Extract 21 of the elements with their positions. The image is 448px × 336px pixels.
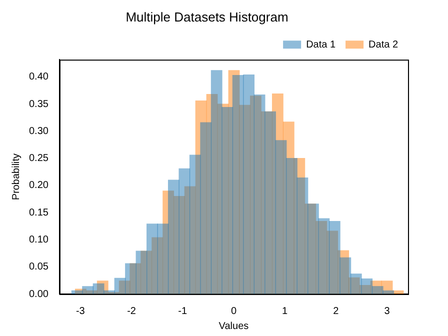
y-tick-label: 0.00 xyxy=(28,288,49,300)
x-tick-label: 3 xyxy=(384,306,390,317)
y-tick-label: 0.05 xyxy=(28,262,49,273)
y-tick-label: 0.35 xyxy=(28,98,49,110)
x-tick-label: -3 xyxy=(76,306,86,317)
x-tick-label: 2 xyxy=(333,306,340,317)
x-tick-label: 0 xyxy=(230,306,237,317)
y-tick-label: 0.10 xyxy=(28,234,49,246)
y-axis-title: Probability xyxy=(10,153,22,200)
chart-title: Multiple Datasets Histogram xyxy=(126,9,288,24)
legend-label: Data 2 xyxy=(368,39,398,50)
legend-label: Data 1 xyxy=(306,39,336,50)
y-tick-label: 0.30 xyxy=(28,126,49,137)
y-tick-label: 0.25 xyxy=(28,153,49,164)
x-tick-label: 1 xyxy=(282,306,288,317)
y-tick-label: 0.40 xyxy=(28,72,49,83)
x-tick-label: -2 xyxy=(127,306,136,317)
y-tick-label: 0.20 xyxy=(28,180,49,192)
x-axis-title: Values xyxy=(218,320,249,332)
x-tick-label: -1 xyxy=(178,306,188,317)
y-tick-label: 0.15 xyxy=(28,207,49,218)
